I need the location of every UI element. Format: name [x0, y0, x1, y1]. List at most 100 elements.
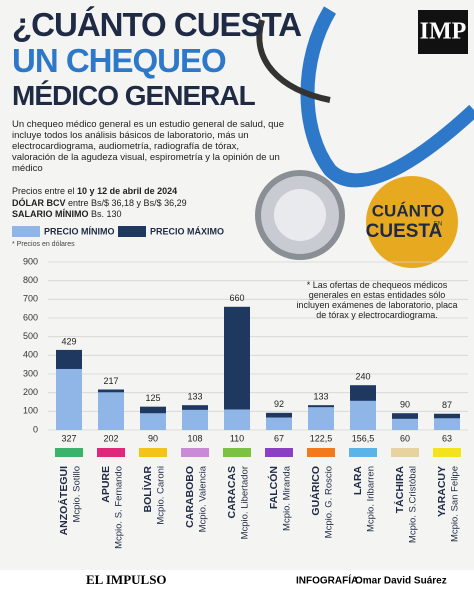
- x-tick-sublabel: Mcpio. Libertador: [240, 466, 251, 539]
- value-label: 87: [442, 400, 452, 410]
- footer-bar: [0, 570, 474, 592]
- x-tick-sublabel: Mcpio. Sotillo: [72, 466, 83, 523]
- info-value: Bs. 130: [91, 209, 122, 220]
- value-label: 429: [61, 336, 76, 346]
- x-tick-sublabel: Mcpio. San Felipe: [450, 466, 461, 542]
- stethoscope-diaphragm: [274, 189, 326, 241]
- y-tick-label: 200: [23, 387, 38, 397]
- value-label: 133: [187, 392, 202, 402]
- value-label: 122,5: [310, 433, 333, 443]
- units-note: * Precios en dólares: [12, 241, 75, 248]
- info-line: DÓLAR BCV entre Bs/$ 36,18 y Bs/$ 36,29: [12, 198, 187, 210]
- info-label: SALARIO MÍNIMO: [12, 209, 89, 220]
- category-chip: [55, 448, 83, 457]
- bar: [434, 418, 460, 430]
- x-tick-label: YARACUY: [436, 466, 448, 517]
- x-tick-label: ANZOÁTEGUI: [57, 466, 70, 535]
- value-label: 217: [103, 376, 118, 386]
- info-label: Precios entre el: [12, 186, 75, 196]
- x-tick-sublabel: Mcpio. S. Fernando: [114, 466, 125, 549]
- x-tick-sublabel: Mcpio. Miranda: [282, 465, 293, 531]
- legend-label: PRECIO MÁXIMO: [150, 226, 224, 236]
- bar: [182, 409, 208, 430]
- y-tick-label: 600: [23, 312, 38, 322]
- y-tick-label: 100: [23, 406, 38, 416]
- y-tick-label: 0: [33, 424, 38, 434]
- bar: [140, 413, 166, 430]
- info-line: SALARIO MÍNIMO Bs. 130: [12, 209, 187, 221]
- bar: [308, 407, 334, 430]
- value-label: 92: [274, 399, 284, 409]
- info-label: DÓLAR BCV: [12, 197, 66, 208]
- y-tick-label: 700: [23, 294, 38, 304]
- value-label: 133: [313, 392, 328, 402]
- legend-swatch: [118, 226, 146, 237]
- category-chip: [391, 448, 419, 457]
- category-chip: [433, 448, 461, 457]
- bar: [350, 400, 376, 430]
- bar: [392, 418, 418, 430]
- value-label: 240: [355, 372, 370, 382]
- value-label: 67: [274, 433, 284, 443]
- badge: [366, 176, 458, 268]
- x-tick-sublabel: Mcpio. S.Cristóbal: [408, 466, 419, 543]
- title-line: MÉDICO GENERAL: [12, 80, 256, 111]
- info-value: 10 y 12 de abril de 2024: [77, 186, 178, 196]
- value-label: 156,5: [352, 433, 375, 443]
- info-value: entre Bs/$ 36,18 y Bs/$ 36,29: [68, 197, 187, 208]
- value-label: 90: [148, 433, 158, 443]
- value-label: 108: [187, 433, 202, 443]
- info: Precios entre el 10 y 12 de abril de 202…: [12, 186, 187, 221]
- intro: Un chequeo médico general es un estudio …: [12, 119, 284, 174]
- value-label: 90: [400, 400, 410, 410]
- category-chip: [307, 448, 335, 457]
- footer-credit-name: Omar David Suárez: [355, 576, 447, 587]
- x-tick-label: CARACAS: [226, 466, 238, 519]
- x-tick-label: BOLÍVAR: [141, 466, 154, 513]
- x-tick-label: GUÁRICO: [309, 466, 322, 516]
- category-chip: [223, 448, 251, 457]
- category-chip: [265, 448, 293, 457]
- x-tick-label: FALCÓN: [267, 466, 280, 509]
- value-label: 110: [230, 433, 244, 443]
- category-chip: [349, 448, 377, 457]
- legend-label: PRECIO MÍNIMO: [44, 226, 115, 236]
- x-tick-label: LARA: [352, 466, 364, 496]
- x-tick-sublabel: Mcpio. G. Roscio: [324, 466, 335, 538]
- x-tick-label: CARABOBO: [184, 466, 196, 528]
- bar: [56, 368, 82, 430]
- value-label: 660: [229, 293, 244, 303]
- bar: [98, 392, 124, 430]
- value-label: 202: [103, 433, 118, 443]
- footer-brand: EL IMPULSO: [86, 572, 167, 587]
- legend-swatch: [12, 226, 40, 237]
- x-tick-label: APURE: [100, 466, 112, 503]
- badge-line: CUESTA: [366, 221, 443, 242]
- logo: IMP: [420, 19, 467, 45]
- value-label: 125: [145, 393, 160, 403]
- annotation: * Las ofertas de chequeos médicos genera…: [296, 280, 458, 320]
- badge-sup: EN: [434, 222, 442, 228]
- y-tick-label: 300: [23, 368, 38, 378]
- footer-credit-label: INFOGRAFÍA: [296, 574, 358, 587]
- x-tick-label: TÁCHIRA: [393, 466, 406, 514]
- value-label: 60: [400, 433, 410, 443]
- category-chip: [97, 448, 125, 457]
- bar: [266, 417, 292, 430]
- title-line: ¿CUÁNTO CUESTA: [12, 6, 302, 43]
- x-tick-sublabel: Mcpio. Iribarren: [366, 466, 377, 532]
- category-chip: [139, 448, 167, 457]
- info-line: Precios entre el 10 y 12 de abril de 202…: [12, 186, 187, 198]
- stethoscope-ear: [256, 19, 331, 103]
- x-tick-sublabel: Mcpio. Caroni: [156, 466, 167, 525]
- logo-box: [418, 10, 468, 54]
- stethoscope-tube: [300, 6, 474, 188]
- category-chip: [181, 448, 209, 457]
- y-tick-label: 800: [23, 275, 38, 285]
- y-tick-label: 900: [23, 256, 38, 266]
- x-tick-sublabel: Mcpio. Valencia: [198, 465, 209, 532]
- y-tick-label: 400: [23, 350, 38, 360]
- title-line: UN CHEQUEO: [12, 42, 227, 79]
